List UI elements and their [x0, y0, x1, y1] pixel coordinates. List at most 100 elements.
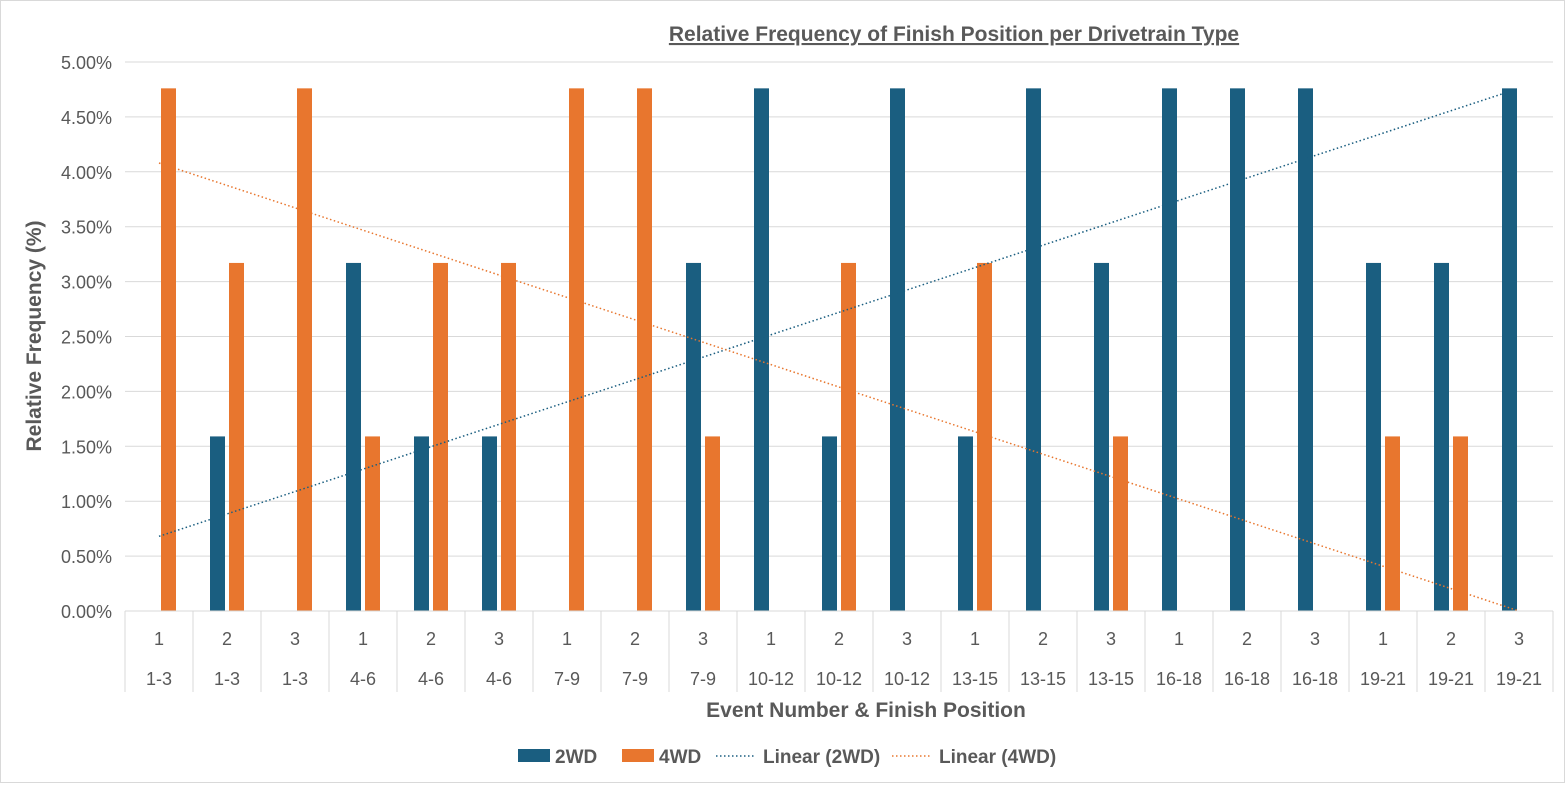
- bar-4wd-10: [841, 262, 856, 611]
- x-tick-event: 16-18: [1224, 669, 1270, 689]
- bar-4wd-14: [1113, 436, 1128, 611]
- bar-2wd-14: [1094, 262, 1109, 611]
- x-tick-position: 3: [494, 629, 504, 649]
- x-tick-event: 19-21: [1428, 669, 1474, 689]
- bar-2wd-3: [346, 262, 361, 611]
- bar-2wd-17: [1298, 88, 1313, 612]
- x-tick-event: 19-21: [1360, 669, 1406, 689]
- y-tick-label: 2.50%: [61, 328, 112, 348]
- x-tick-position: 2: [1242, 629, 1252, 649]
- bar-2wd-9: [754, 88, 769, 612]
- x-tick-position: 2: [630, 629, 640, 649]
- x-tick-event: 10-12: [884, 669, 930, 689]
- bar-2wd-13: [1026, 88, 1041, 612]
- x-axis-label: Event Number & Finish Position: [706, 699, 1026, 722]
- bar-2wd-1: [210, 436, 225, 611]
- legend-label: Linear (2WD): [763, 747, 880, 768]
- y-tick-label: 5.00%: [61, 53, 112, 73]
- y-tick-label: 1.00%: [61, 492, 112, 512]
- legend-swatch: [518, 749, 550, 762]
- x-tick-position: 3: [698, 629, 708, 649]
- y-tick-label: 4.50%: [61, 108, 112, 128]
- bar-2wd-18: [1366, 262, 1381, 611]
- trendlines: [158, 87, 1520, 612]
- x-tick-event: 13-15: [952, 669, 998, 689]
- x-tick-position: 1: [970, 629, 980, 649]
- y-tick-label: 0.50%: [61, 547, 112, 567]
- x-tick-position: 2: [834, 629, 844, 649]
- bar-4wd-2: [297, 88, 312, 612]
- bar-4wd-5: [501, 262, 516, 611]
- y-tick-label: 0.00%: [61, 602, 112, 622]
- bar-2wd-11: [890, 88, 905, 612]
- bar-4wd-8: [705, 436, 720, 611]
- x-tick-event: 13-15: [1088, 669, 1134, 689]
- legend-label: 4WD: [659, 747, 701, 768]
- legend-label: 2WD: [555, 747, 597, 768]
- bar-2wd-15: [1162, 88, 1177, 612]
- y-tick-label: 3.50%: [61, 218, 112, 238]
- bar-2wd-19: [1434, 262, 1449, 611]
- x-tick-event: 7-9: [554, 669, 580, 689]
- bar-2wd-10: [822, 436, 837, 611]
- bar-4wd-6: [569, 88, 584, 612]
- x-tick-position: 1: [154, 629, 164, 649]
- x-tick-position: 1: [1378, 629, 1388, 649]
- bar-2wd-4: [414, 436, 429, 611]
- x-tick-event: 16-18: [1156, 669, 1202, 689]
- x-tick-position: 3: [902, 629, 912, 649]
- x-tick-position: 1: [358, 629, 368, 649]
- x-tick-position: 3: [1310, 629, 1320, 649]
- bar-2wd-20: [1502, 88, 1517, 612]
- bar-2wd-5: [482, 436, 497, 611]
- bar-4wd-4: [433, 262, 448, 611]
- gridlines: [125, 61, 1553, 557]
- x-tick-event: 4-6: [486, 669, 512, 689]
- y-tick-label: 3.00%: [61, 273, 112, 293]
- x-tick-event: 10-12: [816, 669, 862, 689]
- x-tick-position: 1: [766, 629, 776, 649]
- bars: [161, 88, 1517, 612]
- y-tick-label: 4.00%: [61, 163, 112, 183]
- legend-label: Linear (4WD): [939, 747, 1056, 768]
- x-tick-event: 7-9: [690, 669, 716, 689]
- x-tick-position: 2: [426, 629, 436, 649]
- x-tick-event: 10-12: [748, 669, 794, 689]
- x-tick-event: 13-15: [1020, 669, 1066, 689]
- y-axis-label: Relative Frequency (%): [23, 220, 46, 451]
- x-tick-event: 4-6: [350, 669, 376, 689]
- x-tick-position: 3: [290, 629, 300, 649]
- x-tick-event: 1-3: [146, 669, 172, 689]
- x-tick-position: 1: [562, 629, 572, 649]
- bar-4wd-18: [1385, 436, 1400, 611]
- bar-4wd-0: [161, 88, 176, 612]
- x-tick-position: 1: [1174, 629, 1184, 649]
- x-axis: 1 1-3 2 1-3 3 1-3 1 4-6 2 4-6 3 4-6 1 7-9 2 7-9 3 7-9 1 10-…: [124, 610, 1554, 692]
- legend-swatch: [622, 749, 654, 762]
- x-tick-event: 19-21: [1496, 669, 1542, 689]
- bar-2wd-12: [958, 436, 973, 611]
- bar-2wd-16: [1230, 88, 1245, 612]
- y-axis-ticks: 0.00% 0.50% 1.00% 1.50% 2.00% 2.50% 3.00% 3.50%…: [61, 53, 112, 622]
- x-tick-position: 3: [1106, 629, 1116, 649]
- bar-4wd-3: [365, 436, 380, 611]
- x-tick-event: 1-3: [282, 669, 308, 689]
- bar-4wd-12: [977, 262, 992, 611]
- x-tick-position: 2: [1446, 629, 1456, 649]
- y-tick-label: 1.50%: [61, 437, 112, 457]
- x-tick-position: 2: [222, 629, 232, 649]
- x-tick-event: 7-9: [622, 669, 648, 689]
- bar-4wd-1: [229, 262, 244, 611]
- x-tick-event: 1-3: [214, 669, 240, 689]
- bar-4wd-19: [1453, 436, 1468, 611]
- trendline-2wd: [158, 87, 1520, 538]
- x-tick-position: 3: [1514, 629, 1524, 649]
- trendline-4wd: [158, 162, 1520, 612]
- x-tick-event: 16-18: [1292, 669, 1338, 689]
- legend: 2WD 4WD Linear (2WD) Linear (4WD): [518, 747, 1056, 768]
- y-tick-label: 2.00%: [61, 382, 112, 402]
- bar-2wd-8: [686, 262, 701, 611]
- chart-title: Relative Frequency of Finish Position pe…: [669, 23, 1239, 46]
